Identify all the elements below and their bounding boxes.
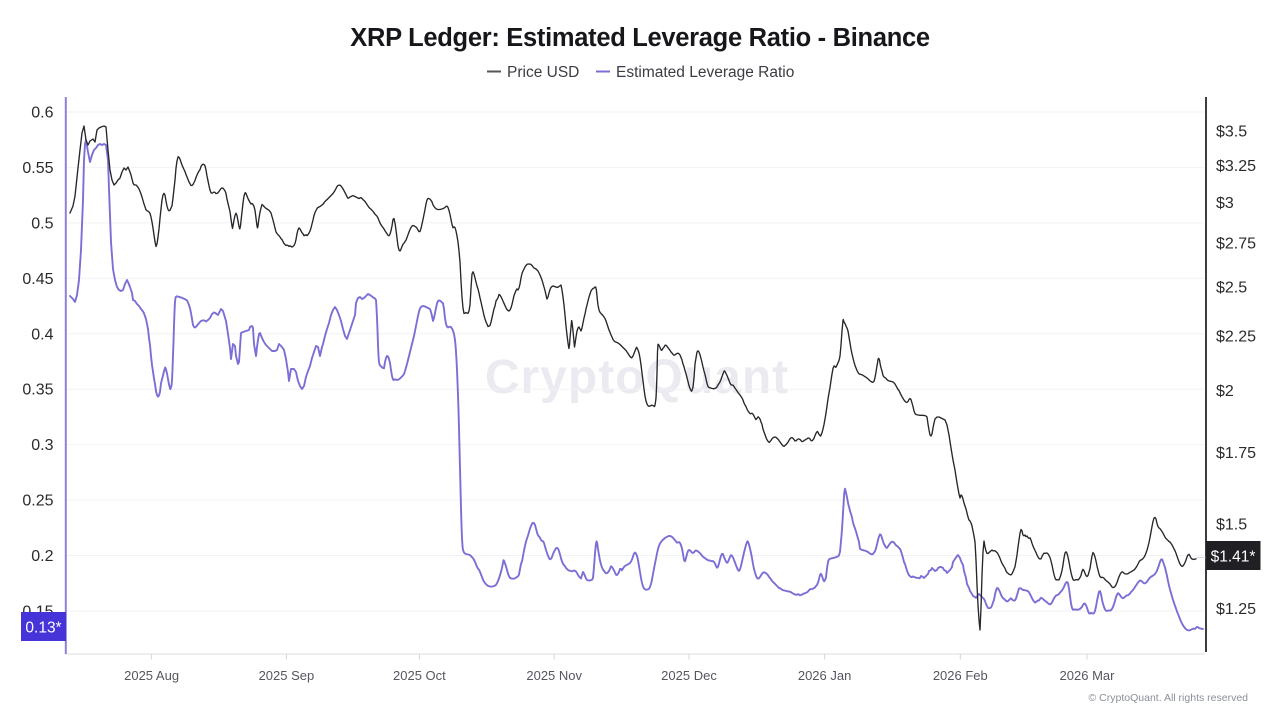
svg-text:$2.25: $2.25 (1216, 328, 1256, 345)
svg-text:2026 Jan: 2026 Jan (798, 668, 852, 683)
svg-text:2025 Sep: 2025 Sep (259, 668, 315, 683)
svg-text:2026 Feb: 2026 Feb (933, 668, 988, 683)
svg-text:$1.41*: $1.41* (1211, 549, 1256, 566)
svg-text:0.35: 0.35 (22, 382, 53, 399)
svg-text:$2: $2 (1216, 383, 1234, 400)
svg-text:$2.75: $2.75 (1216, 235, 1256, 252)
svg-text:0.45: 0.45 (22, 271, 53, 288)
svg-text:0.13*: 0.13* (25, 620, 61, 637)
svg-text:XRP Ledger: Estimated Leverage: XRP Ledger: Estimated Leverage Ratio - B… (350, 24, 930, 52)
svg-text:0.25: 0.25 (22, 493, 53, 510)
svg-text:Price USD: Price USD (507, 64, 579, 81)
svg-text:$1.5: $1.5 (1216, 517, 1247, 534)
svg-text:$2.5: $2.5 (1216, 280, 1247, 297)
svg-text:CryptoQuant: CryptoQuant (485, 351, 789, 404)
svg-text:0.55: 0.55 (22, 160, 53, 177)
svg-text:© CryptoQuant. All rights rese: © CryptoQuant. All rights reserved (1089, 692, 1249, 704)
svg-text:2026 Mar: 2026 Mar (1060, 668, 1116, 683)
svg-text:0.5: 0.5 (31, 215, 53, 232)
svg-text:2025 Dec: 2025 Dec (661, 668, 717, 683)
svg-text:2025 Oct: 2025 Oct (393, 668, 446, 683)
svg-text:$3.25: $3.25 (1216, 158, 1256, 175)
svg-text:$1.75: $1.75 (1216, 445, 1256, 462)
svg-text:$3.5: $3.5 (1216, 124, 1247, 141)
svg-text:Estimated Leverage Ratio: Estimated Leverage Ratio (616, 64, 794, 81)
svg-text:0.2: 0.2 (31, 548, 53, 565)
svg-text:0.6: 0.6 (31, 105, 53, 122)
svg-text:0.4: 0.4 (31, 326, 53, 343)
svg-text:$3: $3 (1216, 195, 1234, 212)
svg-text:2025 Aug: 2025 Aug (124, 668, 179, 683)
svg-text:0.3: 0.3 (31, 437, 53, 454)
svg-text:$1.25: $1.25 (1216, 601, 1256, 618)
svg-text:2025 Nov: 2025 Nov (526, 668, 582, 683)
